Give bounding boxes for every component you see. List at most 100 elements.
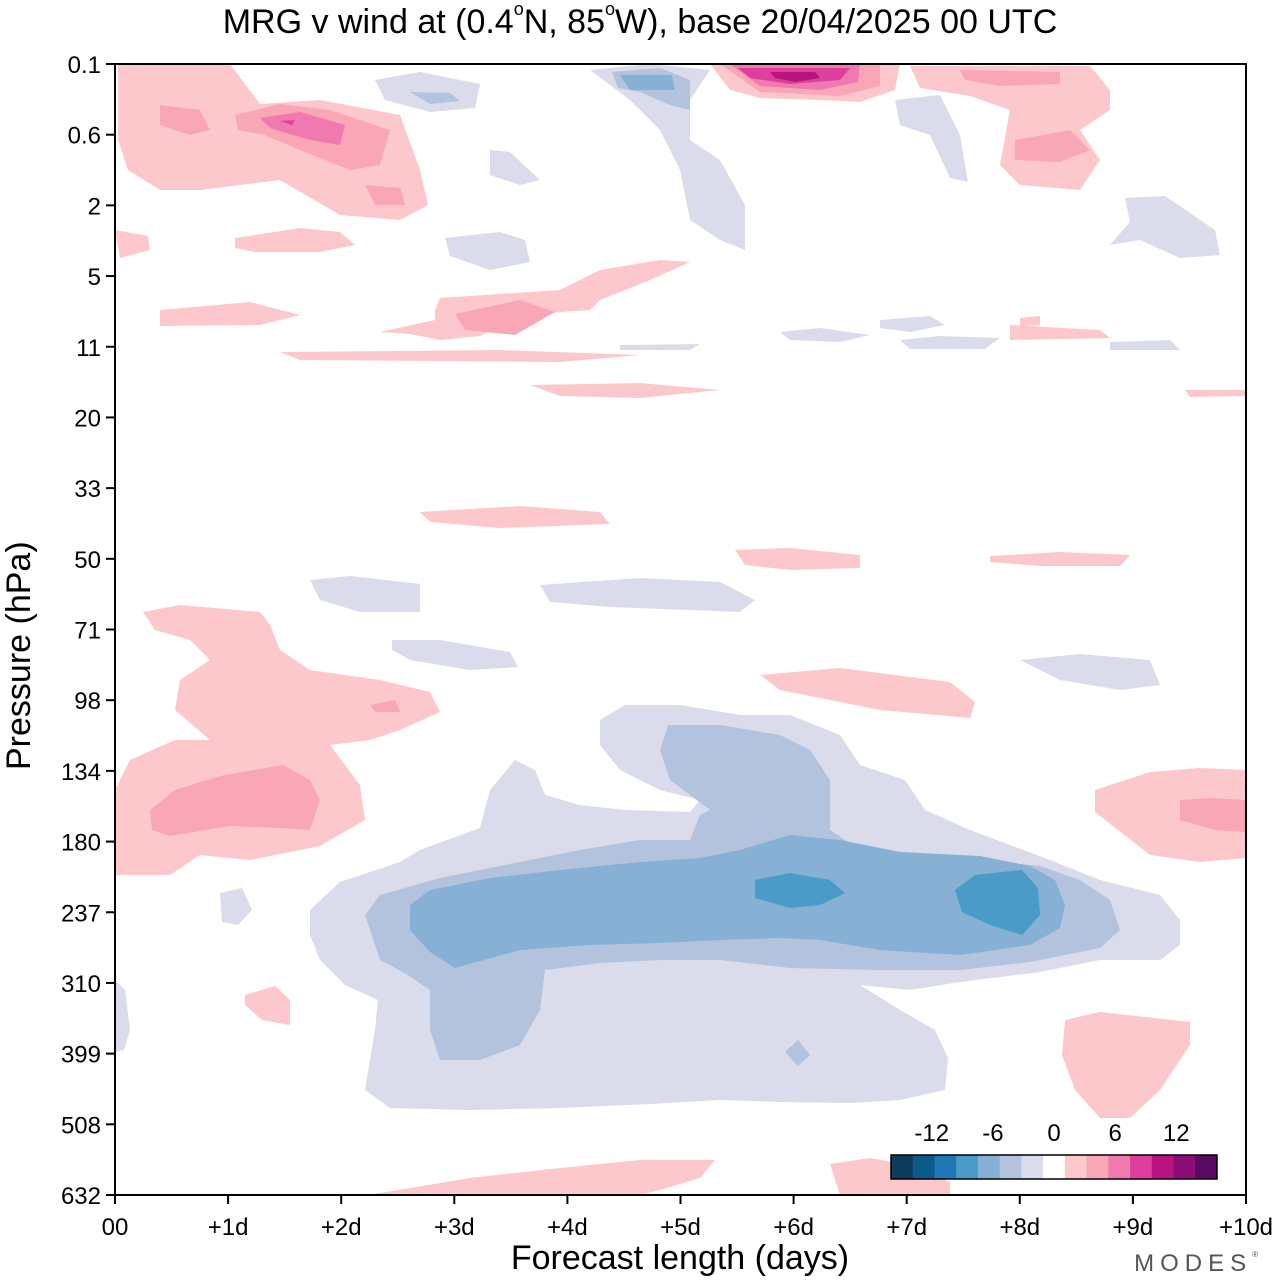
- contour-region: [115, 605, 440, 875]
- x-tick-label: +5d: [660, 1214, 701, 1241]
- contour-region: [530, 383, 720, 398]
- chart-title: MRG v wind at (0.4oN, 85oW), base 20/04/…: [222, 0, 1058, 41]
- colorbar-swatch: [977, 1155, 1001, 1179]
- contour-region: [1062, 1012, 1190, 1118]
- contour-region: [770, 72, 820, 82]
- y-tick-label: 632: [61, 1183, 101, 1210]
- contour-region: [760, 668, 975, 718]
- contour-region: [392, 640, 518, 670]
- contour-region: [620, 344, 700, 350]
- y-tick-label: 50: [74, 547, 101, 574]
- colorbar-frame: [890, 1154, 1218, 1180]
- colorbar-swatch: [956, 1155, 979, 1179]
- x-tick-label: +6d: [773, 1214, 814, 1241]
- y-axis-label: Pressure (hPa): [0, 541, 38, 770]
- y-tick-label: 5: [88, 264, 101, 291]
- contour-region: [1020, 316, 1040, 326]
- colorbar-swatch: [1043, 1155, 1066, 1179]
- y-tick-label: 11: [76, 335, 101, 362]
- contour-region: [310, 576, 420, 612]
- contour-region: [245, 986, 290, 1025]
- contour-region: [365, 185, 405, 205]
- y-tick-label: 2: [88, 193, 101, 220]
- contour-region: [960, 70, 1060, 86]
- contour-region: [880, 316, 945, 332]
- colorbar-tick-label: -12: [914, 1120, 950, 1147]
- contour-region: [955, 870, 1040, 935]
- colorbar-swatch: [912, 1155, 935, 1179]
- colorbar-swatch: [934, 1155, 957, 1179]
- title-degree-sign: o: [513, 0, 524, 19]
- y-tick-label: 508: [61, 1112, 101, 1139]
- colorbar-swatch: [1086, 1155, 1109, 1179]
- contour-region: [375, 72, 480, 112]
- contour-region: [115, 980, 130, 1052]
- contour-region: [1010, 325, 1110, 340]
- x-tick-label: +8d: [999, 1214, 1040, 1241]
- contour-region: [785, 1040, 810, 1066]
- contour-region: [235, 228, 355, 252]
- contour-region: [150, 765, 320, 836]
- y-tick-label: 0.1: [68, 52, 101, 79]
- x-tick-label: 00: [102, 1214, 129, 1241]
- contour-region: [620, 75, 675, 90]
- y-tick-label: 237: [61, 900, 101, 927]
- colorbar-swatch: [1108, 1155, 1131, 1179]
- contour-region: [260, 112, 345, 145]
- y-tick-label: 134: [61, 759, 101, 786]
- colorbar-tick-label: -6: [982, 1120, 1004, 1147]
- contour-region: [455, 300, 555, 335]
- contour-region: [1180, 798, 1246, 832]
- contour-region: [780, 328, 870, 342]
- contour-region: [420, 506, 610, 528]
- y-tick-label: 20: [74, 405, 101, 432]
- colorbar-swatch: [891, 1155, 914, 1179]
- colorbar-swatch: [1064, 1155, 1088, 1179]
- x-axis-label: Forecast length (days): [510, 1239, 850, 1277]
- contour-region: [1015, 130, 1090, 162]
- contour-region: [118, 64, 428, 220]
- contour-region: [490, 150, 540, 185]
- contour-region: [900, 336, 1000, 349]
- x-tick-label: +1d: [208, 1214, 249, 1241]
- contour-region: [280, 350, 640, 362]
- contour-region: [380, 260, 690, 340]
- contour-region: [1110, 196, 1220, 258]
- y-tick-label: 98: [74, 688, 101, 715]
- contour-region: [160, 302, 300, 326]
- contour-fills: [115, 64, 1246, 1195]
- colorbar-tick-label: 12: [1162, 1120, 1190, 1147]
- x-tick-label: +7d: [886, 1214, 927, 1241]
- contour-region: [368, 1160, 715, 1195]
- colorbar-swatch: [1021, 1155, 1044, 1179]
- x-tick-label: +3d: [434, 1214, 475, 1241]
- title-degree-sign: o: [605, 0, 616, 19]
- contour-region: [735, 548, 860, 570]
- x-tick-label: +4d: [547, 1214, 588, 1241]
- y-tick-label: 0.6: [68, 123, 101, 150]
- contour-region: [895, 95, 968, 182]
- colorbar-swatch: [1151, 1155, 1175, 1179]
- y-tick-label: 399: [61, 1042, 101, 1069]
- contour-region: [280, 120, 295, 125]
- contour-region: [1020, 654, 1160, 690]
- contour-region: [160, 105, 210, 135]
- contour-region: [410, 92, 460, 104]
- contour-region: [1095, 768, 1246, 862]
- x-tick-label: +2d: [321, 1214, 362, 1241]
- colorbar-swatch: [999, 1155, 1022, 1179]
- contour-region: [830, 1158, 950, 1195]
- contour-region: [590, 64, 745, 250]
- colorbar-tick-label: 0: [1047, 1120, 1061, 1147]
- colorbar-swatch: [1173, 1155, 1196, 1179]
- contour-region: [220, 888, 252, 925]
- contour-region: [410, 835, 1065, 968]
- colorbar-swatch: [1195, 1155, 1218, 1179]
- contour-region: [445, 232, 530, 270]
- y-axis: 0.1 0.6 2 5 11 20 33 50 71 98 134 180 237 310 399 508 63…: [61, 52, 115, 1210]
- y-tick-label: 180: [61, 830, 101, 857]
- contour-region: [1110, 340, 1180, 350]
- y-tick-label: 310: [61, 971, 101, 998]
- contour-region: [990, 552, 1130, 566]
